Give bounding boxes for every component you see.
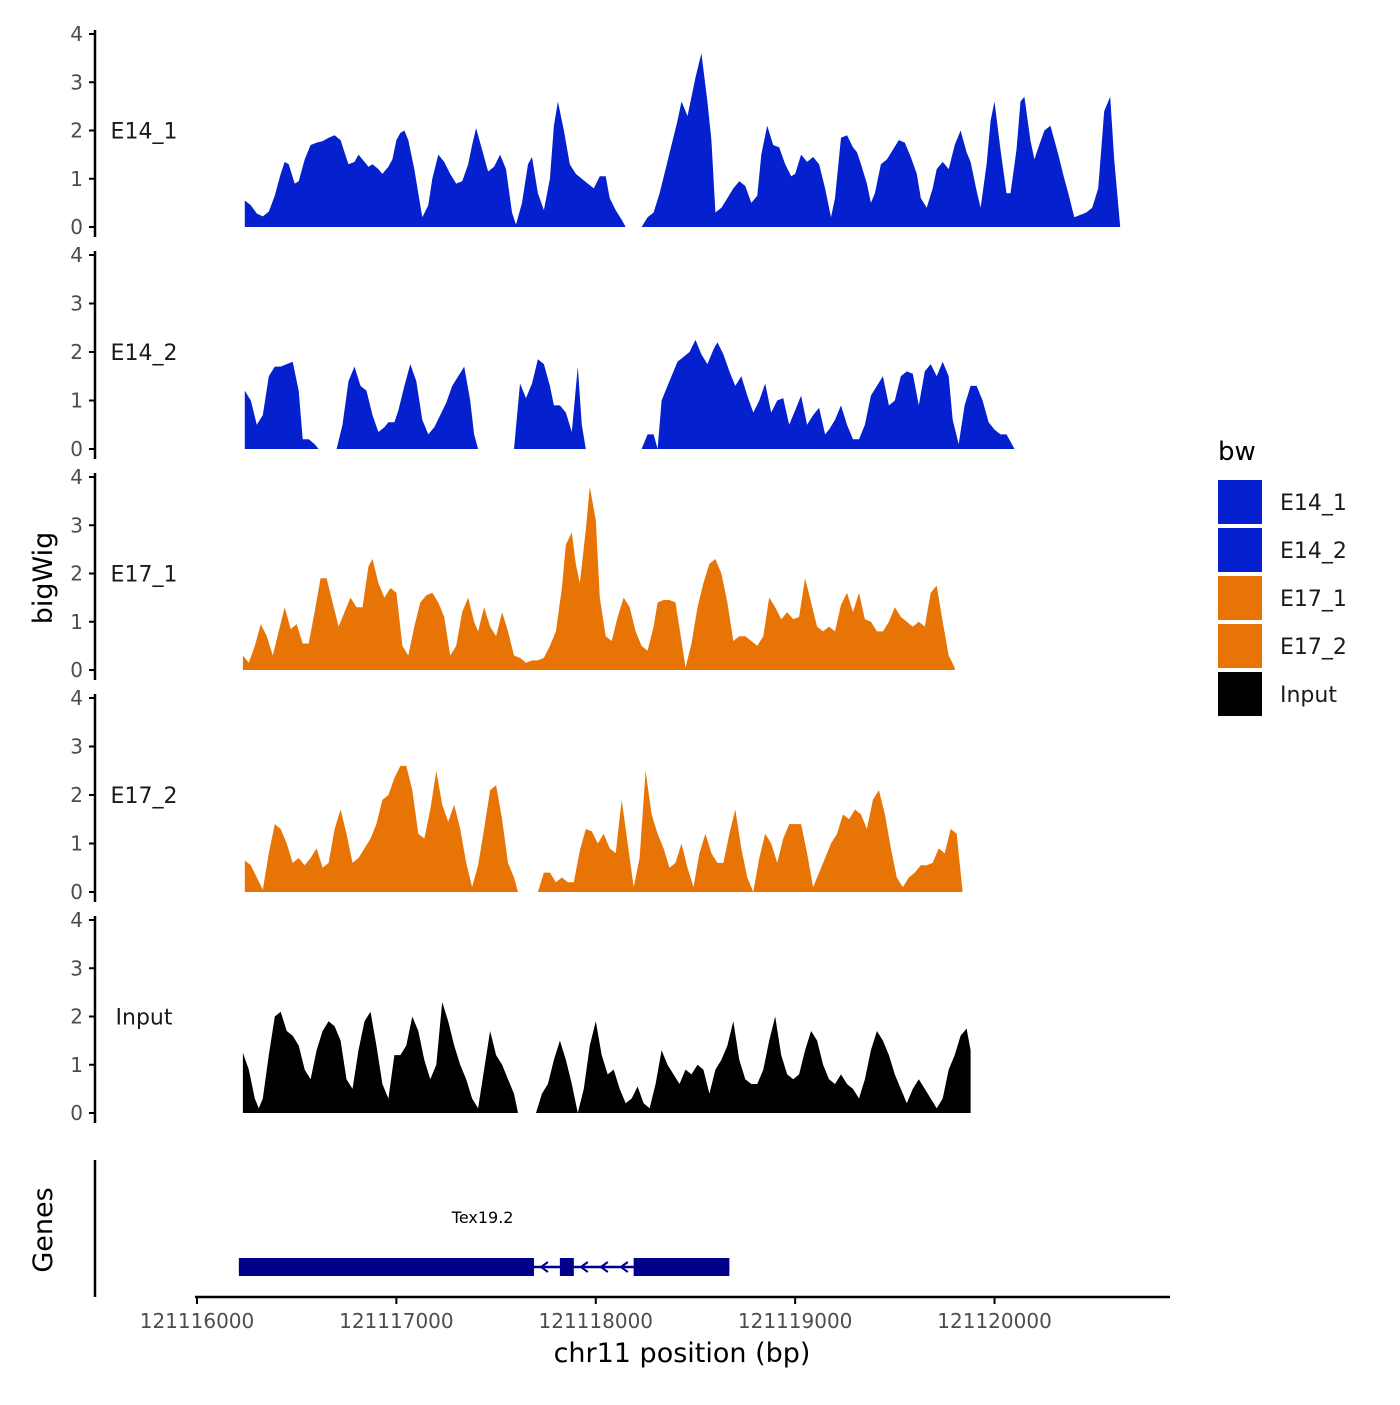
y-tick-label-E17_1-2: 2 (70, 562, 83, 586)
gene-exon-2 (633, 1258, 730, 1276)
x-tick-label-121120000: 121120000 (937, 1309, 1052, 1333)
area-Input-segment-0 (242, 1002, 518, 1113)
legend-label-E14_1: E14_1 (1280, 491, 1347, 516)
y-tick-label-E14_1-1: 1 (70, 167, 83, 191)
area-E14_1-segment-1 (641, 53, 1121, 227)
legend-swatch-E17_1 (1218, 576, 1262, 620)
area-E17_2-segment-1 (537, 770, 963, 892)
y-tick-label-E17_1-4: 4 (70, 465, 83, 489)
legend-label-E14_2: E14_2 (1280, 539, 1347, 564)
gene-strand-arrow-0 (539, 1261, 549, 1273)
area-E14_1-segment-0 (244, 101, 626, 227)
y-tick-label-E17_2-1: 1 (70, 832, 83, 856)
track-label-E17_1: E17_1 (111, 563, 178, 588)
y-tick-label-E17_1-0: 0 (70, 658, 83, 682)
y-tick-label-E14_1-0: 0 (70, 215, 83, 239)
gene-strand-arrow-2 (599, 1261, 609, 1273)
y-tick-label-Input-4: 4 (70, 908, 83, 932)
area-E14_2-segment-3 (641, 339, 1015, 449)
gene-exon-0 (238, 1258, 534, 1276)
y-tick-label-E17_2-3: 3 (70, 735, 83, 759)
x-axis-title: chr11 position (bp) (554, 1338, 811, 1369)
y-tick-label-E14_2-2: 2 (70, 340, 83, 364)
legend-swatch-Input (1218, 672, 1262, 716)
y-tick-label-E17_1-3: 3 (70, 513, 83, 537)
gene-label: Tex19.2 (451, 1208, 514, 1227)
area-E14_2-segment-2 (514, 359, 586, 449)
y-tick-label-E14_1-3: 3 (70, 70, 83, 94)
legend-swatch-E14_2 (1218, 528, 1262, 572)
area-E14_2-segment-0 (244, 361, 319, 449)
y-tick-label-E14_1-4: 4 (70, 22, 83, 46)
y-tick-label-Input-2: 2 (70, 1005, 83, 1029)
gene-strand-arrow-3 (619, 1261, 629, 1273)
gene-exon-1 (559, 1258, 574, 1276)
legend-swatch-E17_2 (1218, 624, 1262, 668)
legend-label-Input: Input (1280, 683, 1337, 708)
y-axis-title: bigWig (28, 532, 59, 625)
x-tick-label-121117000: 121117000 (339, 1309, 454, 1333)
y-tick-label-Input-1: 1 (70, 1053, 83, 1077)
legend-label-E17_2: E17_2 (1280, 635, 1347, 660)
legend-title: bw (1218, 437, 1256, 467)
legend-swatch-E14_1 (1218, 480, 1262, 524)
y-tick-label-E17_2-4: 4 (70, 686, 83, 710)
y-tick-label-Input-0: 0 (70, 1101, 83, 1125)
area-Input-segment-1 (536, 1016, 971, 1113)
track-label-E14_2: E14_2 (111, 341, 178, 366)
x-tick-label-121119000: 121119000 (738, 1309, 853, 1333)
track-label-E17_2: E17_2 (111, 784, 178, 809)
y-tick-label-E14_2-4: 4 (70, 243, 83, 267)
y-tick-label-E14_1-2: 2 (70, 119, 83, 143)
track-label-Input: Input (116, 1006, 173, 1031)
area-E17_1-segment-0 (242, 486, 955, 670)
track-label-E14_1: E14_1 (111, 120, 178, 145)
y-tick-label-E17_2-2: 2 (70, 783, 83, 807)
area-E17_2-segment-0 (244, 765, 519, 892)
y-tick-label-E17_2-0: 0 (70, 880, 83, 904)
y-tick-label-Input-3: 3 (70, 956, 83, 980)
legend-label-E17_1: E17_1 (1280, 587, 1347, 612)
x-tick-label-121118000: 121118000 (539, 1309, 654, 1333)
y-tick-label-E14_2-3: 3 (70, 292, 83, 316)
y-tick-label-E17_1-1: 1 (70, 610, 83, 634)
genes-track-title: Genes (28, 1187, 59, 1272)
y-tick-label-E14_2-0: 0 (70, 437, 83, 461)
y-tick-label-E14_2-1: 1 (70, 389, 83, 413)
x-tick-label-121116000: 121116000 (140, 1309, 255, 1333)
area-E14_2-segment-1 (336, 364, 479, 449)
gene-strand-arrow-1 (579, 1261, 589, 1273)
